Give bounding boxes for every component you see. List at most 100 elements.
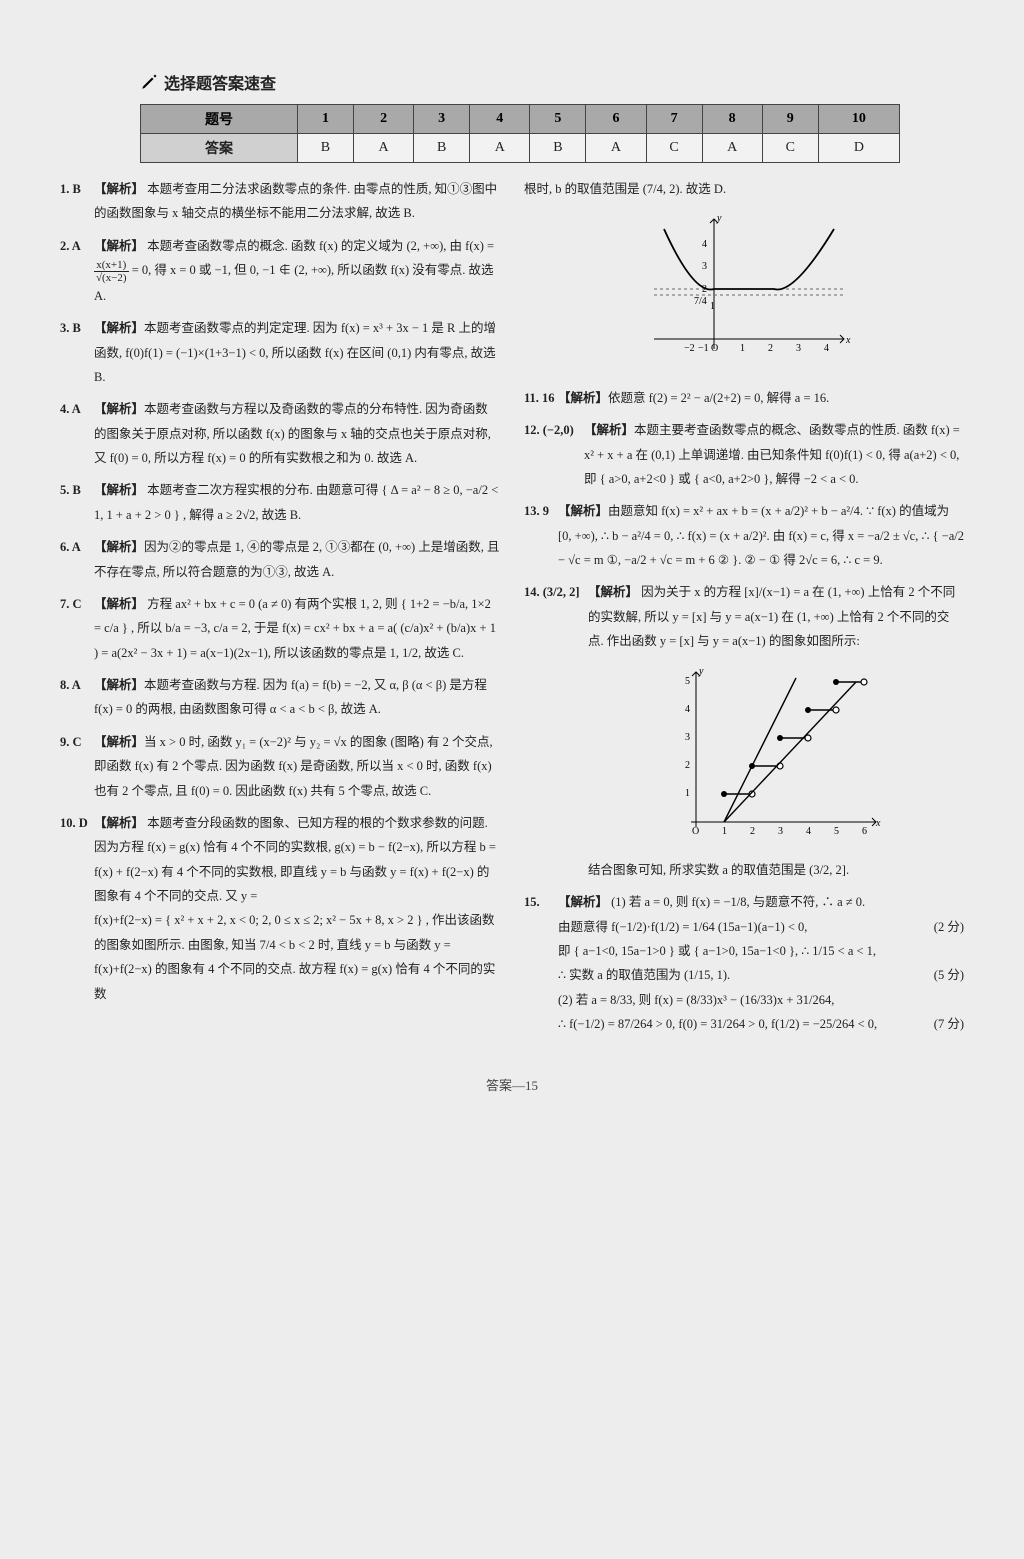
q7-tag: 【解析】 <box>94 597 144 611</box>
ans-9: C <box>762 134 818 163</box>
ans-4: A <box>470 134 530 163</box>
svg-text:5: 5 <box>685 676 690 687</box>
q13-tag: 【解析】 <box>558 504 608 518</box>
svg-text:6: 6 <box>862 826 867 837</box>
q7-num: 7. C <box>60 592 94 665</box>
q3-tag: 【解析】 <box>94 321 144 335</box>
q6-text: 因为②的零点是 1, ④的零点是 2, ①③都在 (0, +∞) 上是增函数, … <box>94 540 500 578</box>
q15-p2: 由题意得 f(−1/2)·f(1/2) = 1/64 (15a−1)(a−1) … <box>558 920 807 934</box>
q8-num: 8. A <box>60 673 94 722</box>
q2-tag: 【解析】 <box>94 239 144 253</box>
q10-t1: 本题考查分段函数的图象、已知方程的根的个数求参数的问题. 因为方程 f(x) =… <box>94 816 496 903</box>
svg-text:2: 2 <box>750 826 755 837</box>
q15-score4: (5 分) <box>934 963 964 987</box>
svg-text:O: O <box>692 826 699 837</box>
graph-q10: O −2−1 12 34 x y 234 7/4 1 <box>524 209 964 377</box>
q5-t1: 本题考查二次方程实根的分布. 由题意可得 <box>147 483 381 497</box>
q5-num: 5. B <box>60 478 94 527</box>
q15-score2: (2 分) <box>934 915 964 939</box>
q9: 9. C 【解析】当 x > 0 时, 函数 y₁ = (x−2)² 与 y₂ … <box>60 730 500 803</box>
q4-tag: 【解析】 <box>94 402 144 416</box>
q1-num: 1. B <box>60 177 94 226</box>
ans-3: B <box>414 134 470 163</box>
svg-text:5: 5 <box>834 826 839 837</box>
svg-text:y: y <box>716 213 722 224</box>
col-10: 10 <box>818 105 899 134</box>
q14-t2: 结合图象可知, 所求实数 a 的取值范围是 (3/2, 2]. <box>588 863 849 877</box>
ans-8: A <box>702 134 762 163</box>
col-h: 题号 <box>141 105 298 134</box>
q9-num: 9. C <box>60 730 94 803</box>
ans-2: A <box>353 134 413 163</box>
pencil-icon <box>140 73 158 91</box>
q3: 3. B 【解析】本题考查函数零点的判定定理. 因为 f(x) = x³ + 3… <box>60 316 500 389</box>
q2-t2: = 0, 得 x = 0 或 −1, 但 0, −1 ∉ (2, +∞), 所以… <box>94 263 494 303</box>
q15: 15. 【解析】 (1) 若 a = 0, 则 f(x) = −1/8, 与题意… <box>524 890 964 1036</box>
q11-text: 依题意 f(2) = 2² − a/(2+2) = 0, 解得 a = 16. <box>608 391 829 405</box>
q3-num: 3. B <box>60 316 94 389</box>
section-title-text: 选择题答案速查 <box>164 70 276 94</box>
page-footer: 答案—15 <box>60 1075 964 1094</box>
svg-text:x: x <box>875 818 881 829</box>
q13-num: 13. 9 <box>524 499 558 572</box>
q10-num: 10. D <box>60 811 94 1006</box>
col-2: 2 <box>353 105 413 134</box>
q14-num: 14. (3/2, 2] <box>524 580 588 882</box>
q10: 10. D 【解析】 本题考查分段函数的图象、已知方程的根的个数求参数的问题. … <box>60 811 500 1006</box>
q7-t2: , 所以 b/a = −3, c/a = 2, 于是 f(x) = cx² + … <box>94 621 496 659</box>
svg-text:1: 1 <box>710 301 715 312</box>
q8: 8. A 【解析】本题考查函数与方程. 因为 f(a) = f(b) = −2,… <box>60 673 500 722</box>
q10-continuation: 根时, b 的取值范围是 (7/4, 2). 故选 D. <box>524 177 964 201</box>
q5-t2: , 解得 a ≥ 2√2, 故选 B. <box>183 508 301 522</box>
svg-text:3: 3 <box>796 343 801 354</box>
two-column-body: 1. B 【解析】 本题考查用二分法求函数零点的条件. 由零点的性质, 知①③图… <box>60 177 964 1045</box>
svg-text:1: 1 <box>685 788 690 799</box>
q2: 2. A 【解析】 本题考查函数零点的概念. 函数 f(x) 的定义域为 (2,… <box>60 234 500 308</box>
svg-text:2: 2 <box>685 760 690 771</box>
ans-5: B <box>530 134 586 163</box>
col-4: 4 <box>470 105 530 134</box>
q1-body: 【解析】 本题考查用二分法求函数零点的条件. 由零点的性质, 知①③图中的函数图… <box>94 177 500 226</box>
col-5: 5 <box>530 105 586 134</box>
ans-1: B <box>297 134 353 163</box>
svg-text:4: 4 <box>824 343 829 354</box>
q15-p4: ∴ 实数 a 的取值范围为 (1/15, 1). <box>558 968 730 982</box>
q1-tag: 【解析】 <box>94 182 144 196</box>
q4-text: 本题考查函数与方程以及奇函数的零点的分布特性. 因为奇函数的图象关于原点对称, … <box>94 402 491 465</box>
q1-text: 本题考查用二分法求函数零点的条件. 由零点的性质, 知①③图中的函数图象与 x … <box>94 182 497 220</box>
q2-frac-b: √(x−2) <box>94 272 129 284</box>
svg-text:1: 1 <box>722 826 727 837</box>
svg-text:3: 3 <box>702 261 707 272</box>
svg-text:7/4: 7/4 <box>694 296 707 307</box>
ans-10: D <box>818 134 899 163</box>
left-column: 1. B 【解析】 本题考查用二分法求函数零点的条件. 由零点的性质, 知①③图… <box>60 177 500 1045</box>
col-3: 3 <box>414 105 470 134</box>
right-column: 根时, b 的取值范围是 (7/4, 2). 故选 D. <box>524 177 964 1045</box>
q6-num: 6. A <box>60 535 94 584</box>
q5-tag: 【解析】 <box>94 483 144 497</box>
answer-table: 题号 1 2 3 4 5 6 7 8 9 10 答案 B A B A B A C… <box>140 104 900 163</box>
q11-tag: 【解析】 <box>558 391 608 405</box>
q15-num: 15. <box>524 890 558 1036</box>
svg-text:O: O <box>711 343 718 354</box>
ans-7: C <box>646 134 702 163</box>
q15-score6: (7 分) <box>934 1012 964 1036</box>
q2-num: 2. A <box>60 234 94 308</box>
q13-text: 由题意知 f(x) = x² + ax + b = (x + a/2)² + b… <box>558 504 964 567</box>
q4-num: 4. A <box>60 397 94 470</box>
q15-tag: 【解析】 <box>558 895 608 909</box>
q1: 1. B 【解析】 本题考查用二分法求函数零点的条件. 由零点的性质, 知①③图… <box>60 177 500 226</box>
q12-text: 本题主要考查函数零点的概念、函数零点的性质. 函数 f(x) = x² + x … <box>584 423 960 486</box>
q3-text: 本题考查函数零点的判定定理. 因为 f(x) = x³ + 3x − 1 是 R… <box>94 321 496 384</box>
svg-text:3: 3 <box>778 826 783 837</box>
q14: 14. (3/2, 2] 【解析】 因为关于 x 的方程 [x]/(x−1) =… <box>524 580 964 882</box>
graph-q14: O 12 34 56 x 12 345 y <box>588 662 964 850</box>
svg-text:2: 2 <box>768 343 773 354</box>
ans-6: A <box>586 134 646 163</box>
svg-text:2: 2 <box>702 284 707 295</box>
svg-text:3: 3 <box>685 732 690 743</box>
q9-tag: 【解析】 <box>94 735 144 749</box>
q15-p6: ∴ f(−1/2) = 87/264 > 0, f(0) = 31/264 > … <box>558 1017 877 1031</box>
svg-text:−1: −1 <box>698 343 709 354</box>
q10-piecewise: f(x)+f(2−x) = { x² + x + 2, x < 0; 2, 0 … <box>94 913 423 927</box>
